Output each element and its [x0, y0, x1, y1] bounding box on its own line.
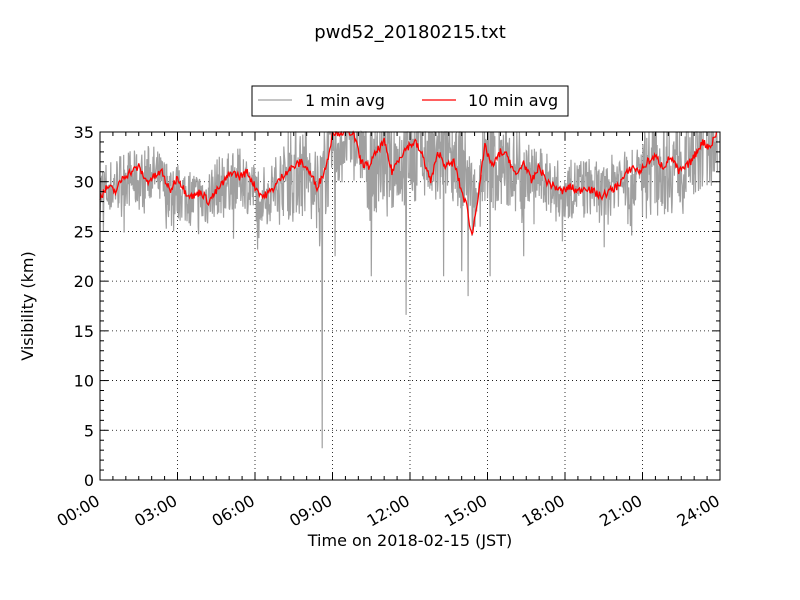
y-tick-label: 25 — [74, 222, 94, 241]
y-tick-label: 5 — [84, 421, 94, 440]
legend-box — [251, 85, 569, 117]
series-layer — [99, 129, 718, 449]
y-tick-label: 20 — [74, 272, 94, 291]
y-tick-label: 10 — [74, 372, 94, 391]
legend-label-1min: 1 min avg — [305, 91, 385, 110]
y-tick-label: 30 — [74, 173, 94, 192]
y-tick-label: 35 — [74, 123, 94, 142]
series-line-1min — [99, 129, 718, 449]
x-axis-label: Time on 2018-02-15 (JST) — [307, 531, 512, 550]
y-tick-label: 15 — [74, 322, 94, 341]
axis-ticks — [99, 131, 721, 481]
series-line-10min — [99, 130, 718, 237]
chart-title: pwd52_20180215.txt — [314, 22, 506, 43]
y-tick-label: 0 — [84, 471, 94, 490]
y-axis-label: Visibility (km) — [18, 251, 37, 360]
legend-label-10min: 10 min avg — [468, 91, 558, 110]
legend: 1 min avg 10 min avg — [251, 85, 569, 117]
